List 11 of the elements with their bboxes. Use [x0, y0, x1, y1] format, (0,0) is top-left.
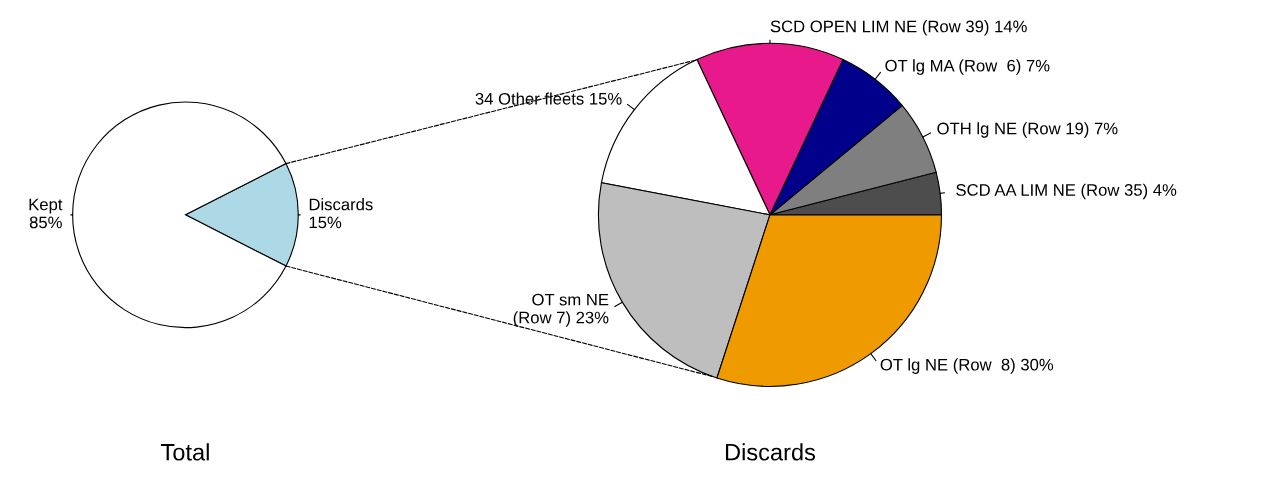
slice-label: Kept 85%: [29, 198, 63, 229]
slice-label: OTH lg NE (Row 19) 7%: [937, 122, 1118, 138]
text: Discards: [725, 443, 816, 461]
text: Total: [161, 443, 209, 461]
slice-label: OT lg MA (Row 6) 7%: [885, 59, 1050, 75]
slice-label: SCD OPEN LIM NE (Row 39) 14%: [770, 20, 1027, 36]
slice-label: OT sm NE (Row 7) 23%: [513, 293, 609, 327]
slice-label: OT lg NE (Row 8) 30%: [880, 358, 1054, 374]
slice-label: SCD AA LIM NE (Row 35) 4%: [956, 183, 1177, 200]
slice-label: 34 Other fleets 15%: [475, 92, 622, 105]
slice-label: Discards 15%: [309, 198, 373, 229]
